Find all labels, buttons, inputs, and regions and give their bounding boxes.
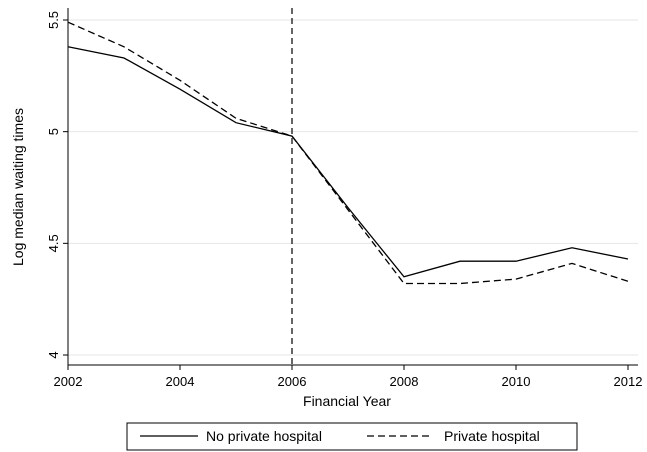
series-lines: [67, 21, 629, 285]
legend-label-no-private-hospital: No private hospital: [206, 428, 322, 444]
ticks: 4 4.5 5 5.5 2002 2004 2006 2008 2010 2012: [46, 11, 642, 389]
x-tick-label: 2002: [54, 374, 83, 389]
y-axis-title: Log median waiting times: [10, 108, 26, 266]
gridlines: [68, 19, 638, 356]
x-tick-label: 2012: [614, 374, 643, 389]
y-tick-label: 4.5: [46, 234, 61, 252]
legend: No private hospital Private hospital: [126, 422, 578, 451]
axes: [67, 8, 638, 366]
series-line-no-private-hospital: [67, 46, 629, 278]
legend-label-private-hospital: Private hospital: [444, 428, 540, 444]
y-tick-label: 5.5: [46, 11, 61, 29]
series-line-private-hospital: [67, 21, 629, 285]
legend-box: [126, 422, 578, 451]
x-tick-label: 2010: [502, 374, 531, 389]
x-tick-label: 2004: [166, 374, 195, 389]
x-axis-title: Financial Year: [303, 393, 391, 409]
x-tick-label: 2008: [390, 374, 419, 389]
y-tick-label: 5: [46, 128, 61, 135]
y-tick-label: 4: [46, 351, 61, 358]
x-tick-label: 2006: [278, 374, 307, 389]
